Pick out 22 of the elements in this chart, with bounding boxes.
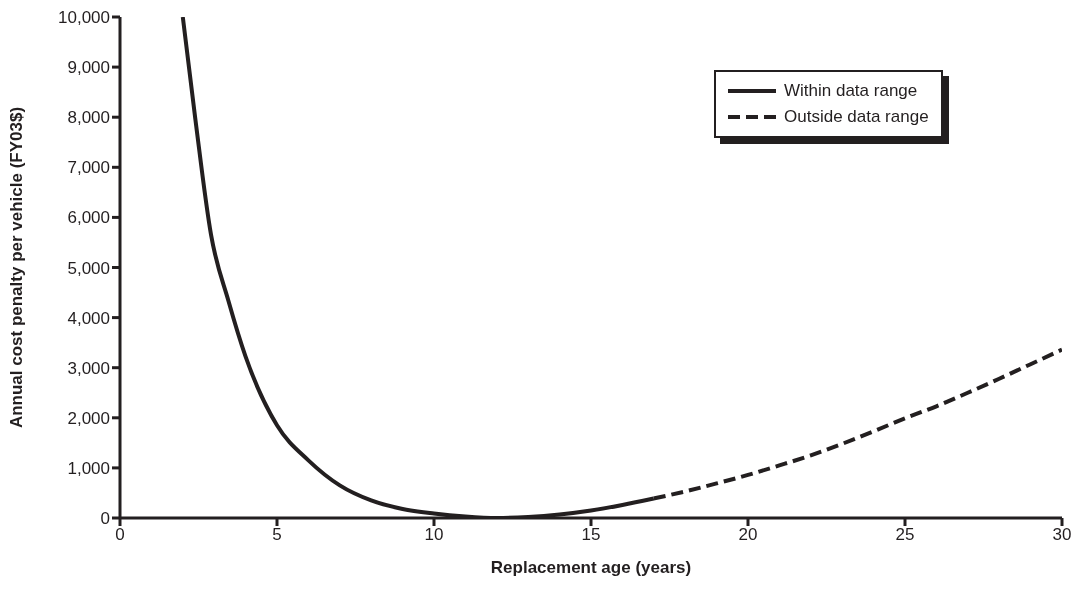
y-tick-label: 5,000 xyxy=(67,258,110,278)
x-tick-label: 15 xyxy=(581,525,601,545)
x-tick-label: 20 xyxy=(738,525,758,545)
x-tick-label: 30 xyxy=(1052,525,1072,545)
y-tick-label: 4,000 xyxy=(67,308,110,328)
y-tick-label: 9,000 xyxy=(67,58,110,78)
legend-label: Within data range xyxy=(784,81,918,101)
y-tick-label: 2,000 xyxy=(67,408,110,428)
x-tick-label: 5 xyxy=(272,525,282,545)
y-tick-label: 8,000 xyxy=(67,108,110,128)
x-tick-label: 25 xyxy=(895,525,915,545)
y-tick-label: 7,000 xyxy=(67,158,110,178)
legend-label: Outside data range xyxy=(784,107,929,127)
y-tick-label: 1,000 xyxy=(67,458,110,478)
y-tick-label: 6,000 xyxy=(67,208,110,228)
y-tick-label: 10,000 xyxy=(58,8,110,28)
y-tick-label: 0 xyxy=(100,509,110,529)
x-tick-label: 0 xyxy=(115,525,125,545)
y-tick-label: 3,000 xyxy=(67,358,110,378)
x-tick-label: 10 xyxy=(424,525,444,545)
y-axis-title: Annual cost penalty per vehicle (FY03$) xyxy=(7,106,27,429)
x-axis-title: Replacement age (years) xyxy=(490,558,692,577)
